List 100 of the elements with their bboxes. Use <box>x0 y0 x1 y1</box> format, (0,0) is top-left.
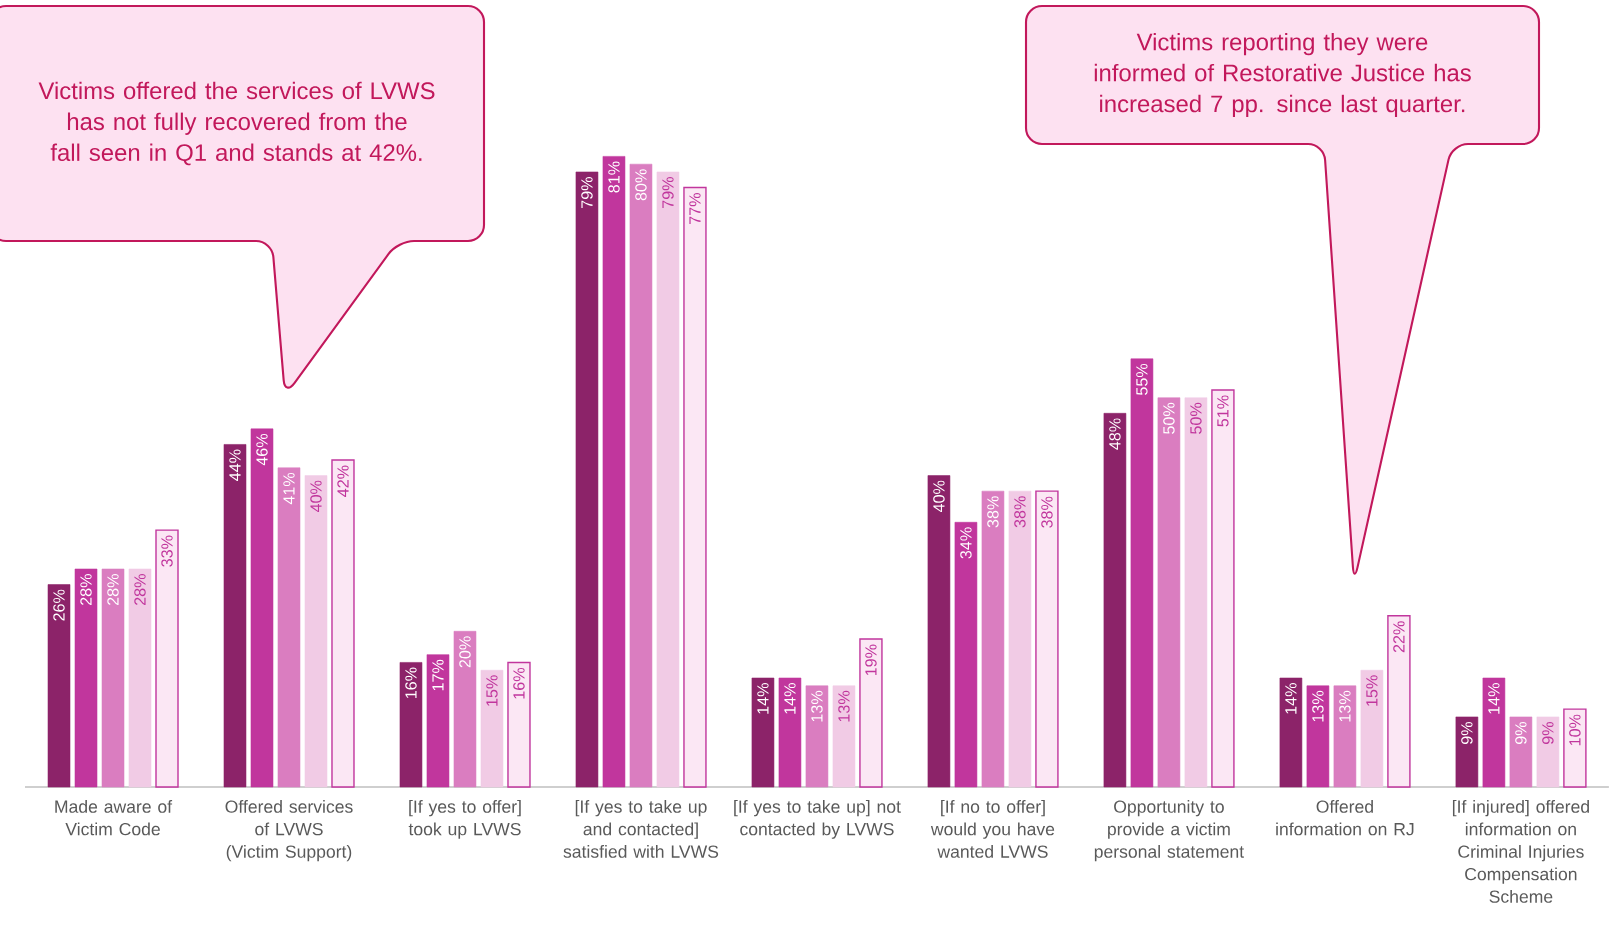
bar <box>832 685 856 788</box>
bar <box>1157 397 1181 788</box>
bar <box>859 638 883 788</box>
bar <box>683 186 707 788</box>
bar <box>778 677 802 788</box>
bar <box>1360 669 1384 788</box>
data-label: 15% <box>1366 675 1378 706</box>
bar <box>602 156 626 788</box>
bar <box>304 475 328 788</box>
bar <box>805 685 829 788</box>
bar <box>1130 358 1154 788</box>
bar <box>751 677 775 788</box>
data-label: 40% <box>310 480 322 513</box>
annotation: Victims offered the services of LVWS has not fully recovered from the fall seen in Q1 and stands at 42%. <box>38 81 435 166</box>
data-label: 34% <box>960 527 972 559</box>
bar <box>155 529 179 788</box>
data-label: 50% <box>1163 402 1175 434</box>
data-label: 14% <box>1488 683 1500 714</box>
bar <box>1333 685 1357 788</box>
bar <box>981 490 1005 788</box>
bar <box>1455 716 1479 788</box>
x-tick-label: [If yes to take up] not contacted by LVWS <box>734 799 901 839</box>
data-label: 9% <box>1542 722 1554 745</box>
data-label: 79% <box>581 177 593 208</box>
x-tick-label: Offered services of LVWS (Victim Support) <box>225 799 353 862</box>
data-label: 28% <box>80 574 92 606</box>
bar <box>656 171 680 788</box>
data-label: 13% <box>1339 690 1351 722</box>
data-label: 40% <box>933 480 945 513</box>
data-label: 26% <box>53 589 65 621</box>
data-label: 19% <box>865 644 877 676</box>
data-label: 44% <box>229 449 241 481</box>
bar <box>1279 677 1303 788</box>
bar <box>1008 490 1032 788</box>
data-label: 33% <box>161 535 173 567</box>
data-label: 13% <box>811 690 823 722</box>
bar <box>1211 389 1235 788</box>
data-label: 13% <box>838 690 850 722</box>
data-label: 9% <box>1515 722 1527 745</box>
bar <box>426 654 450 788</box>
bar <box>1509 716 1533 788</box>
data-label: 28% <box>107 574 119 606</box>
data-label: 38% <box>1014 496 1026 528</box>
bar <box>277 467 301 788</box>
data-label: 10% <box>1569 714 1581 746</box>
bar <box>575 171 599 788</box>
data-label: 80% <box>635 169 647 201</box>
data-label: 48% <box>1109 418 1121 450</box>
data-label: 16% <box>405 667 417 699</box>
bar <box>1536 716 1560 788</box>
bar <box>331 459 355 788</box>
bar <box>1035 490 1059 788</box>
x-tick-label: [If yes to offer] took up LVWS <box>408 799 521 839</box>
data-label: 42% <box>337 465 349 497</box>
bar <box>1563 708 1587 788</box>
data-label: 38% <box>1041 496 1053 528</box>
bar <box>223 444 247 788</box>
data-label: 77% <box>689 193 701 224</box>
data-label: 28% <box>134 574 146 606</box>
x-tick-label: [If injured] offered information on Criminal Injuries Compensation Scheme <box>1452 799 1589 903</box>
data-label: 79% <box>662 177 674 208</box>
x-tick-label: Opportunity to provide a victim personal statement <box>1094 799 1244 862</box>
bar <box>480 669 504 788</box>
data-label: 9% <box>1461 722 1473 745</box>
bar <box>629 163 653 788</box>
data-label: 38% <box>987 496 999 528</box>
data-label: 81% <box>608 161 620 193</box>
data-label: 13% <box>1312 690 1324 722</box>
bar <box>128 568 152 788</box>
x-tick-label: [If yes to take up and contacted] satisfied with LVWS <box>563 799 719 858</box>
bar <box>47 584 71 788</box>
data-label: 50% <box>1190 402 1202 434</box>
x-tick-label: [If no to offer] would you have wanted LVWS <box>930 799 1055 858</box>
data-label: 17% <box>432 659 444 691</box>
text: Victims reporting they were informed of Restorative Justice has increased 7 pp. since last quarter. <box>1094 32 1471 118</box>
x-tick-label: Offered information on RJ <box>1276 799 1414 836</box>
data-label: 16% <box>513 667 525 699</box>
bar <box>1482 677 1506 788</box>
data-label: 14% <box>784 683 796 714</box>
data-label: 55% <box>1136 363 1148 396</box>
bar <box>399 662 423 788</box>
bar <box>927 475 951 788</box>
data-label: 14% <box>757 683 769 714</box>
data-label: 15% <box>486 675 498 706</box>
bar <box>507 661 531 788</box>
bar <box>74 568 98 788</box>
bar <box>1184 397 1208 788</box>
x-tick-label: Made aware of Victim Code <box>55 799 173 836</box>
bar <box>453 631 477 788</box>
bar <box>101 568 125 788</box>
data-label: 51% <box>1217 395 1229 427</box>
bar <box>250 428 274 788</box>
data-label: 22% <box>1393 621 1405 653</box>
bar <box>954 522 978 788</box>
data-label: 14% <box>1285 683 1297 714</box>
bar <box>1306 685 1330 788</box>
data-label: 41% <box>283 472 295 505</box>
bar <box>1387 615 1411 788</box>
data-label: 20% <box>459 636 471 668</box>
bar <box>1103 413 1127 788</box>
